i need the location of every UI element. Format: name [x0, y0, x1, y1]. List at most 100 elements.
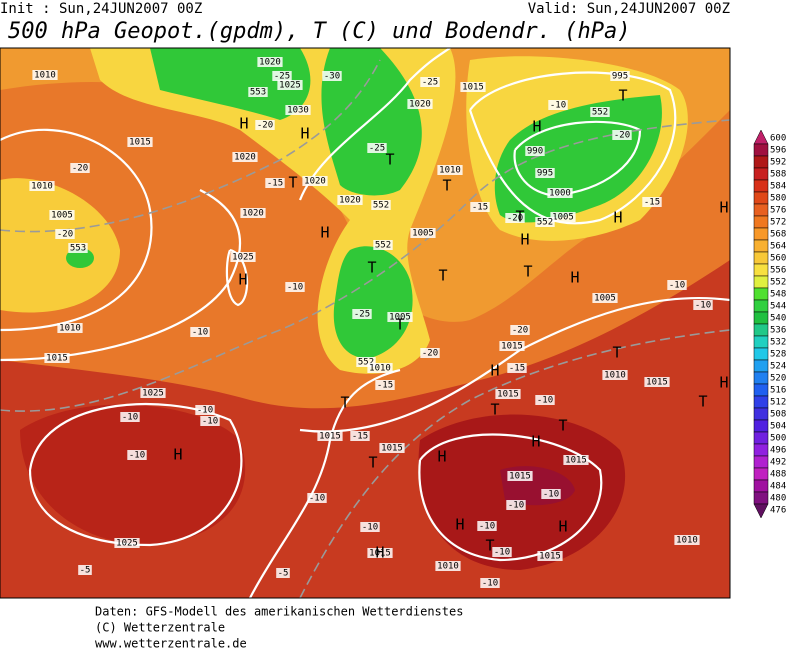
legend-swatch	[753, 275, 769, 289]
label-box	[317, 431, 343, 441]
legend-label: 492	[770, 458, 786, 468]
isoline-label: -30	[324, 72, 340, 82]
pressure-center: T	[368, 454, 377, 472]
pressure-center: H	[239, 115, 248, 133]
legend-label: 580	[770, 194, 786, 204]
label-box	[248, 87, 268, 97]
isoline-label: -10	[695, 301, 711, 311]
isoline-label: -10	[202, 417, 218, 427]
isoline-label: 1005	[389, 313, 411, 323]
label-box	[120, 412, 140, 422]
legend-swatch	[753, 455, 769, 469]
pressure-center: H	[238, 271, 247, 289]
legend-swatch	[753, 143, 769, 157]
isoline-label: 1010	[676, 536, 698, 546]
isoline-label: 1005	[51, 211, 73, 221]
isoline-label: 1020	[304, 177, 326, 187]
label-box	[525, 146, 545, 156]
label-box	[375, 380, 395, 390]
footer-url: www.wetterzentrale.de	[95, 637, 247, 648]
legend-label: 488	[770, 470, 786, 480]
valid-time: Valid: Sun,24JUN2007 00Z	[528, 1, 730, 17]
label-box	[195, 405, 215, 415]
label-box	[57, 323, 83, 333]
legend-swatch	[753, 311, 769, 325]
legend-label: 476	[770, 506, 786, 516]
label-box	[379, 443, 405, 453]
label-box	[285, 105, 311, 115]
legend-label: 520	[770, 374, 786, 384]
isoline-label: 1005	[594, 294, 616, 304]
label-box	[276, 568, 290, 578]
pressure-center: T	[442, 177, 451, 195]
pressure-center: H	[719, 374, 728, 392]
isoline-label: -10	[287, 283, 303, 293]
pressure-center: H	[320, 224, 329, 242]
legend-swatch	[753, 335, 769, 349]
isoline-label: -25	[274, 72, 290, 82]
legend-swatch	[753, 467, 769, 481]
isoline-label: 1005	[552, 213, 574, 223]
pressure-center: T	[395, 316, 404, 334]
isoline-label: 552	[592, 108, 608, 118]
map-title: 500 hPa Geopot.(gpdm), T (C) und Bodendr…	[8, 19, 631, 44]
legend-swatch	[753, 287, 769, 301]
legend-swatch	[753, 503, 769, 519]
pressure-center: H	[437, 448, 446, 466]
isoline-label: 1030	[287, 106, 309, 116]
isoline-label: -10	[192, 328, 208, 338]
isoline-label: 990	[527, 147, 543, 157]
label-box	[547, 188, 573, 198]
legend-label: 532	[770, 338, 786, 348]
label-box	[127, 137, 153, 147]
legend-swatch	[753, 407, 769, 421]
label-box	[356, 357, 376, 367]
isoline-label: 1005	[412, 229, 434, 239]
legend-label: 512	[770, 398, 786, 408]
label-box	[240, 208, 266, 218]
isoline-label: 553	[250, 88, 266, 98]
label-box	[492, 547, 512, 557]
isoline-label: 1010	[31, 182, 53, 192]
pressure-center: H	[375, 544, 384, 562]
label-box	[535, 395, 555, 405]
isoline-label: 552	[537, 218, 553, 228]
label-box	[272, 71, 292, 81]
label-box	[302, 176, 328, 186]
isoline-label: 1015	[369, 549, 391, 559]
pressure-center: H	[520, 231, 529, 249]
legend-swatch	[753, 129, 769, 145]
isoline-label: 1020	[339, 196, 361, 206]
label-box	[435, 561, 461, 571]
label-box	[537, 551, 563, 561]
label-box	[550, 212, 576, 222]
pressure-center: H	[532, 118, 541, 136]
label-box	[410, 228, 436, 238]
isoline-label: 1015	[565, 456, 587, 466]
isoline-label: 1015	[509, 472, 531, 482]
label-box	[190, 327, 210, 337]
label-box	[407, 99, 433, 109]
label-box	[470, 202, 490, 212]
legend-swatch	[753, 299, 769, 313]
isoline-label: -25	[422, 78, 438, 88]
legend-swatch	[753, 359, 769, 373]
isoline-label: 1010	[369, 364, 391, 374]
isoline-label: 1020	[409, 100, 431, 110]
isoline-label: -25	[354, 310, 370, 320]
isoline-label: -10	[482, 579, 498, 589]
isoline-label: -10	[543, 490, 559, 500]
label-box	[367, 143, 387, 153]
label-box	[674, 535, 700, 545]
label-box	[480, 578, 500, 588]
label-box	[285, 282, 305, 292]
footer-source: Daten: GFS-Modell des amerikanischen Wet…	[95, 605, 463, 619]
isoline-label: 1025	[279, 81, 301, 91]
label-box	[477, 521, 497, 531]
isoline-label: 1015	[319, 432, 341, 442]
isoline-label: 1015	[46, 354, 68, 364]
legend-label: 568	[770, 230, 786, 240]
legend-swatch	[753, 179, 769, 193]
pressure-center: H	[490, 362, 499, 380]
